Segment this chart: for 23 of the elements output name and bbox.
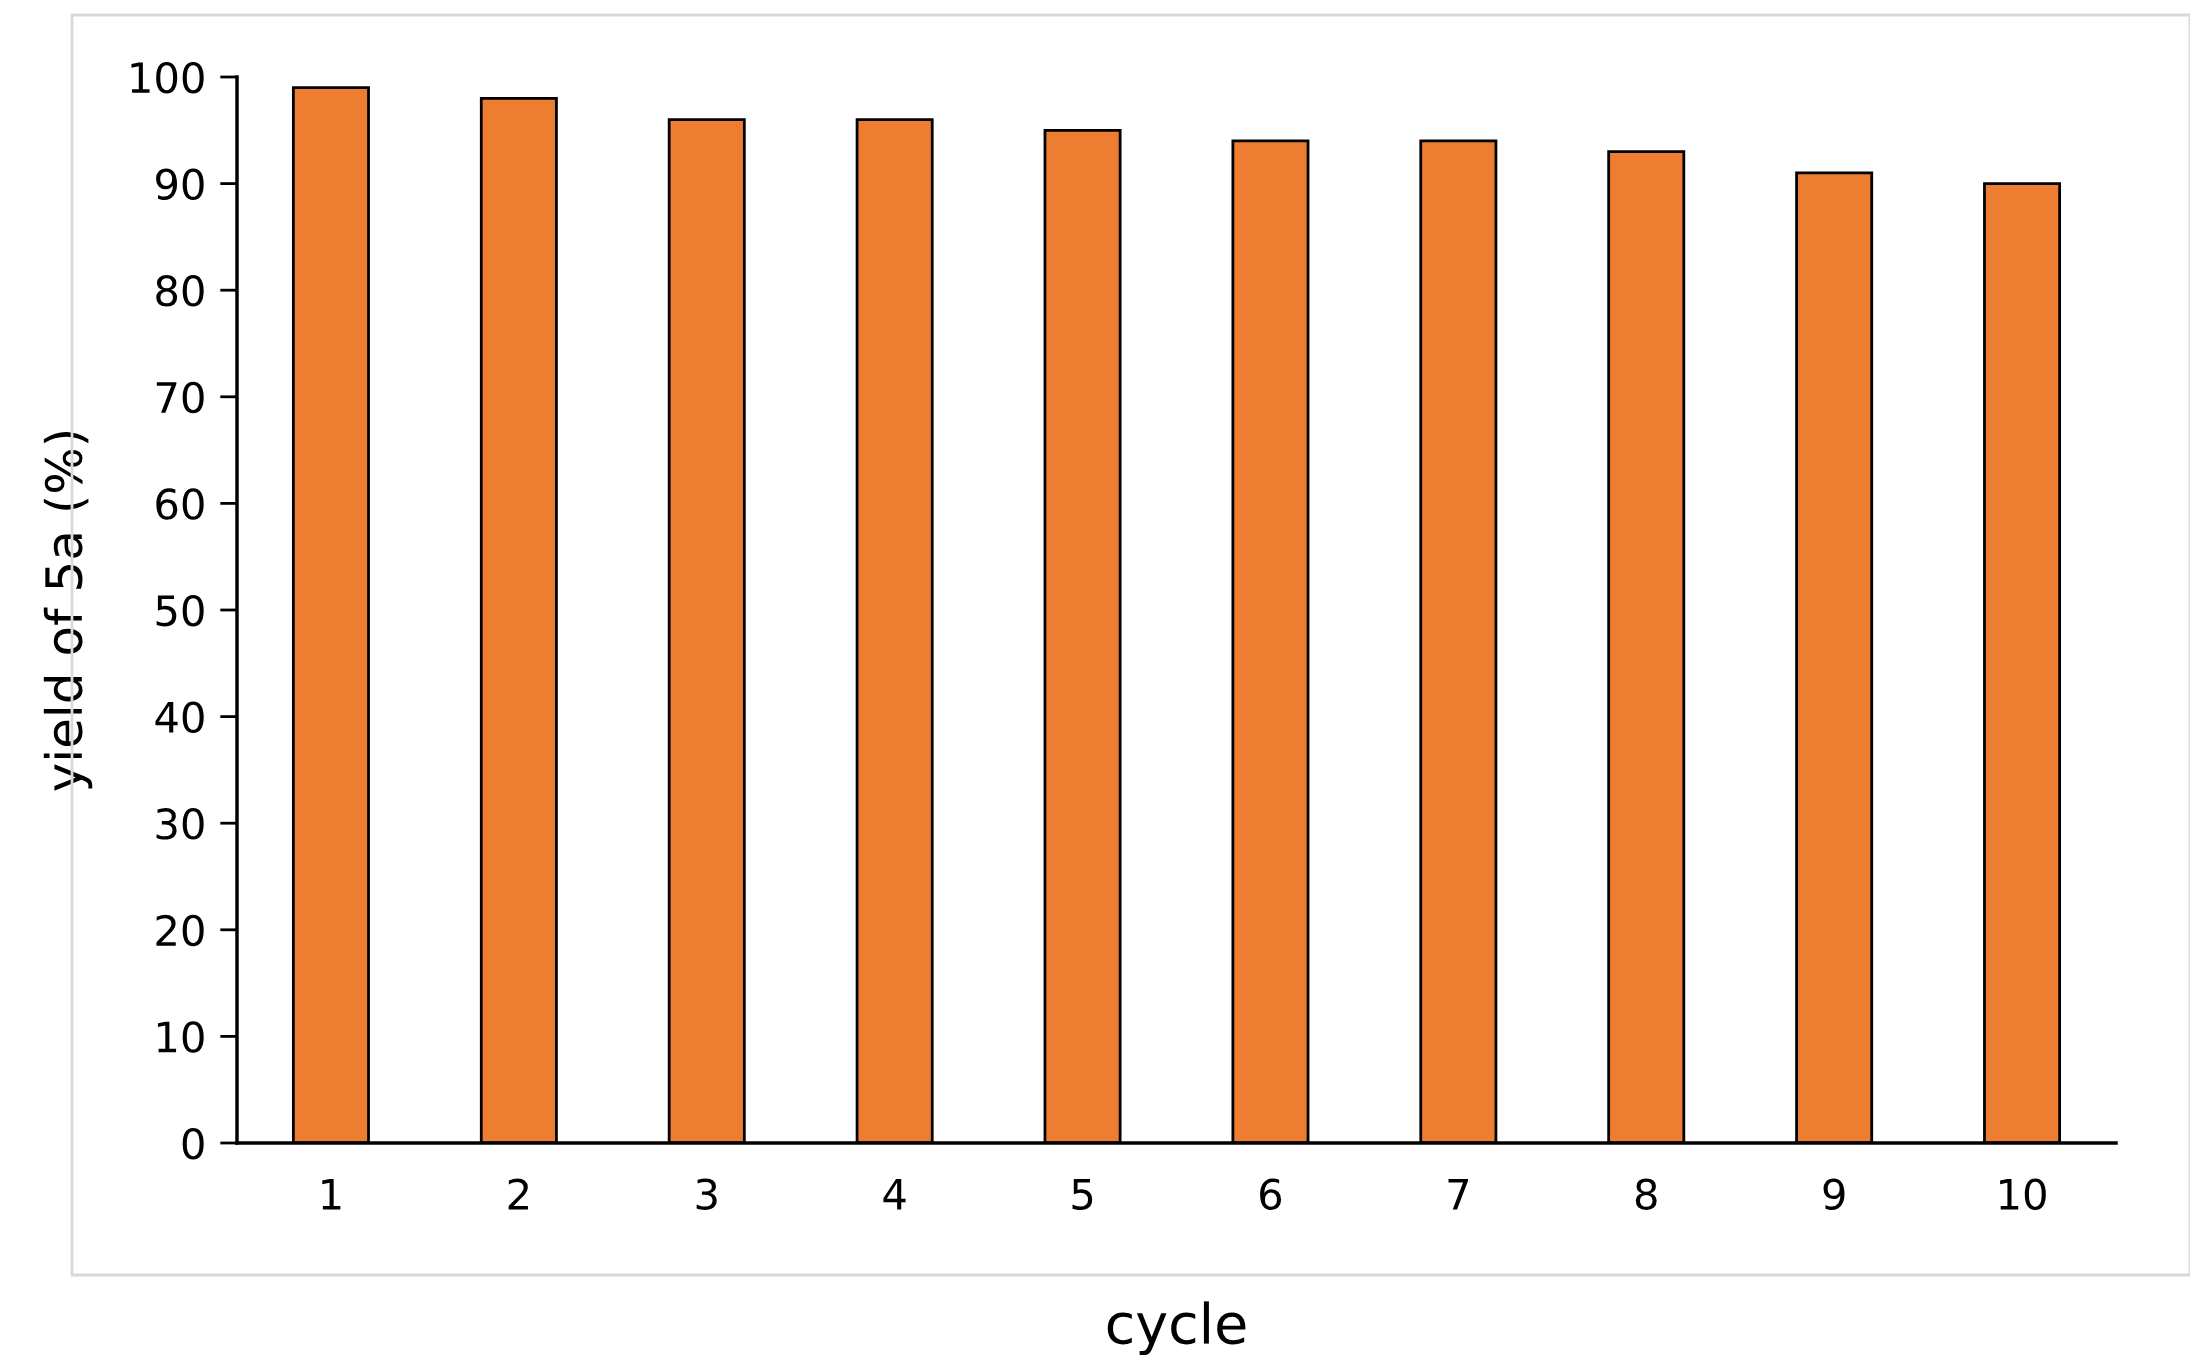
y-tick-label: 70 (156, 381, 204, 414)
x-tick-label: 6 (1260, 1178, 1282, 1210)
x-tick-label: 8 (1635, 1178, 1657, 1210)
y-tick-label: 10 (158, 1021, 204, 1053)
y-tick-label: 0 (182, 1127, 204, 1160)
y-tick-label: 60 (156, 488, 204, 520)
x-tick-label: 9 (1823, 1178, 1845, 1210)
x-tick-label: 2 (508, 1178, 528, 1210)
x-axis-title: cycle (1107, 1301, 1246, 1355)
y-tick-label: 100 (131, 61, 204, 94)
x-tick-label: 5 (1072, 1179, 1093, 1210)
x-tick-label: 3 (696, 1178, 717, 1210)
x-tick-label: 1 (322, 1179, 341, 1210)
y-axis-title: yield of 5a (%) (43, 431, 93, 791)
x-tick-label: 10 (2000, 1178, 2046, 1210)
y-tick-label: 20 (156, 914, 204, 947)
y-tick-label: 40 (155, 701, 204, 734)
x-tick-label: 4 (883, 1179, 906, 1210)
y-tick-label: 90 (156, 168, 204, 201)
y-tick-label: 80 (156, 275, 204, 307)
y-tick-label: 30 (156, 808, 204, 840)
y-tick-label: 50 (156, 594, 204, 627)
x-tick-label: 7 (1448, 1179, 1469, 1210)
